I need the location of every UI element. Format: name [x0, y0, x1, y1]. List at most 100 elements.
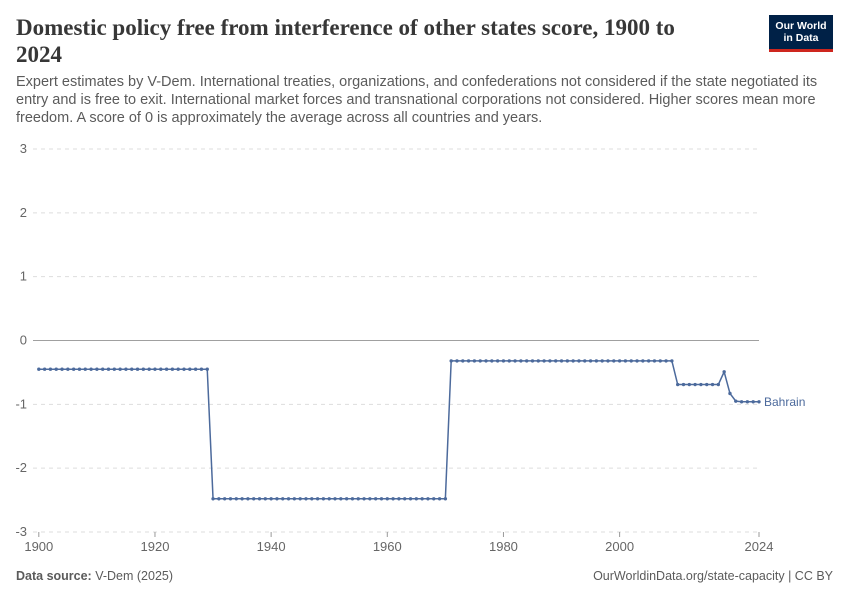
- data-point[interactable]: [728, 391, 732, 396]
- data-point[interactable]: [675, 382, 680, 387]
- data-point[interactable]: [461, 359, 465, 363]
- data-point[interactable]: [205, 367, 209, 371]
- data-point[interactable]: [432, 497, 436, 501]
- data-point[interactable]: [292, 497, 297, 501]
- data-point[interactable]: [193, 367, 198, 371]
- data-point[interactable]: [664, 359, 668, 363]
- owid-logo[interactable]: Our World in Data: [769, 15, 833, 52]
- data-point[interactable]: [350, 497, 355, 501]
- data-point[interactable]: [437, 497, 442, 501]
- data-point[interactable]: [600, 359, 604, 363]
- data-point[interactable]: [315, 497, 320, 501]
- data-point[interactable]: [257, 497, 262, 501]
- data-point[interactable]: [751, 400, 755, 404]
- data-point[interactable]: [281, 497, 285, 501]
- data-point[interactable]: [571, 359, 575, 363]
- data-point[interactable]: [588, 359, 593, 363]
- data-point[interactable]: [548, 359, 552, 363]
- data-point[interactable]: [66, 367, 70, 371]
- data-point[interactable]: [310, 497, 314, 501]
- data-point[interactable]: [652, 359, 657, 363]
- data-point[interactable]: [757, 400, 761, 404]
- data-point[interactable]: [286, 497, 291, 501]
- data-point[interactable]: [443, 497, 448, 501]
- data-point[interactable]: [344, 497, 349, 501]
- data-point[interactable]: [478, 359, 482, 363]
- data-point[interactable]: [234, 497, 238, 501]
- series-line-bahrain[interactable]: [38, 360, 759, 500]
- data-point[interactable]: [164, 367, 169, 371]
- data-point[interactable]: [263, 497, 268, 501]
- data-point[interactable]: [745, 400, 750, 404]
- data-point[interactable]: [89, 367, 93, 371]
- data-point[interactable]: [403, 497, 407, 501]
- data-point[interactable]: [112, 367, 117, 371]
- data-point[interactable]: [37, 367, 41, 371]
- data-point[interactable]: [490, 359, 494, 363]
- data-point[interactable]: [716, 382, 721, 387]
- data-point[interactable]: [130, 367, 134, 371]
- data-point[interactable]: [455, 359, 459, 363]
- data-point[interactable]: [124, 367, 128, 371]
- data-point[interactable]: [356, 497, 360, 501]
- data-point[interactable]: [159, 367, 163, 371]
- data-point[interactable]: [54, 367, 58, 371]
- data-point[interactable]: [559, 359, 564, 363]
- data-point[interactable]: [252, 497, 256, 501]
- data-point[interactable]: [118, 367, 122, 371]
- data-point[interactable]: [379, 497, 384, 501]
- data-point[interactable]: [321, 497, 326, 501]
- data-point[interactable]: [594, 359, 599, 363]
- data-point[interactable]: [734, 399, 738, 403]
- data-point[interactable]: [495, 359, 500, 363]
- data-source-link[interactable]: V-Dem (2025): [95, 569, 174, 583]
- series-bahrain[interactable]: Bahrain: [37, 359, 805, 501]
- data-point[interactable]: [449, 359, 453, 363]
- data-point[interactable]: [641, 359, 645, 363]
- data-point[interactable]: [217, 497, 221, 501]
- data-point[interactable]: [60, 367, 64, 371]
- data-point[interactable]: [368, 497, 372, 501]
- data-point[interactable]: [501, 359, 506, 363]
- data-point[interactable]: [687, 382, 691, 387]
- data-point[interactable]: [170, 367, 175, 371]
- data-point[interactable]: [472, 359, 477, 363]
- data-point[interactable]: [199, 367, 204, 371]
- data-point[interactable]: [48, 367, 53, 371]
- data-point[interactable]: [513, 359, 517, 363]
- data-point[interactable]: [275, 497, 279, 501]
- data-point[interactable]: [670, 359, 674, 363]
- data-point[interactable]: [228, 497, 233, 501]
- data-point[interactable]: [606, 359, 610, 363]
- data-point[interactable]: [246, 497, 250, 501]
- data-point[interactable]: [269, 497, 273, 501]
- data-point[interactable]: [385, 497, 389, 501]
- data-point[interactable]: [612, 359, 616, 363]
- data-point[interactable]: [530, 359, 535, 363]
- data-point[interactable]: [466, 359, 471, 363]
- data-point[interactable]: [71, 367, 76, 371]
- data-point[interactable]: [339, 497, 343, 501]
- data-point[interactable]: [617, 359, 622, 363]
- series-label-bahrain[interactable]: Bahrain: [764, 395, 805, 409]
- data-point[interactable]: [426, 497, 430, 501]
- data-point[interactable]: [333, 497, 337, 501]
- data-point[interactable]: [327, 497, 331, 501]
- data-point[interactable]: [397, 497, 401, 501]
- data-point[interactable]: [542, 359, 546, 363]
- data-point[interactable]: [362, 497, 366, 501]
- data-point[interactable]: [373, 497, 378, 501]
- data-point[interactable]: [699, 382, 703, 387]
- data-point[interactable]: [554, 359, 558, 363]
- data-point[interactable]: [629, 359, 633, 363]
- data-point[interactable]: [484, 359, 488, 363]
- data-point[interactable]: [646, 359, 651, 363]
- data-point[interactable]: [583, 359, 587, 363]
- data-point[interactable]: [95, 367, 99, 371]
- data-point[interactable]: [135, 367, 140, 371]
- data-point[interactable]: [739, 400, 744, 404]
- data-point[interactable]: [147, 367, 151, 371]
- data-point[interactable]: [722, 370, 726, 374]
- data-point[interactable]: [42, 367, 47, 371]
- data-point[interactable]: [141, 367, 146, 371]
